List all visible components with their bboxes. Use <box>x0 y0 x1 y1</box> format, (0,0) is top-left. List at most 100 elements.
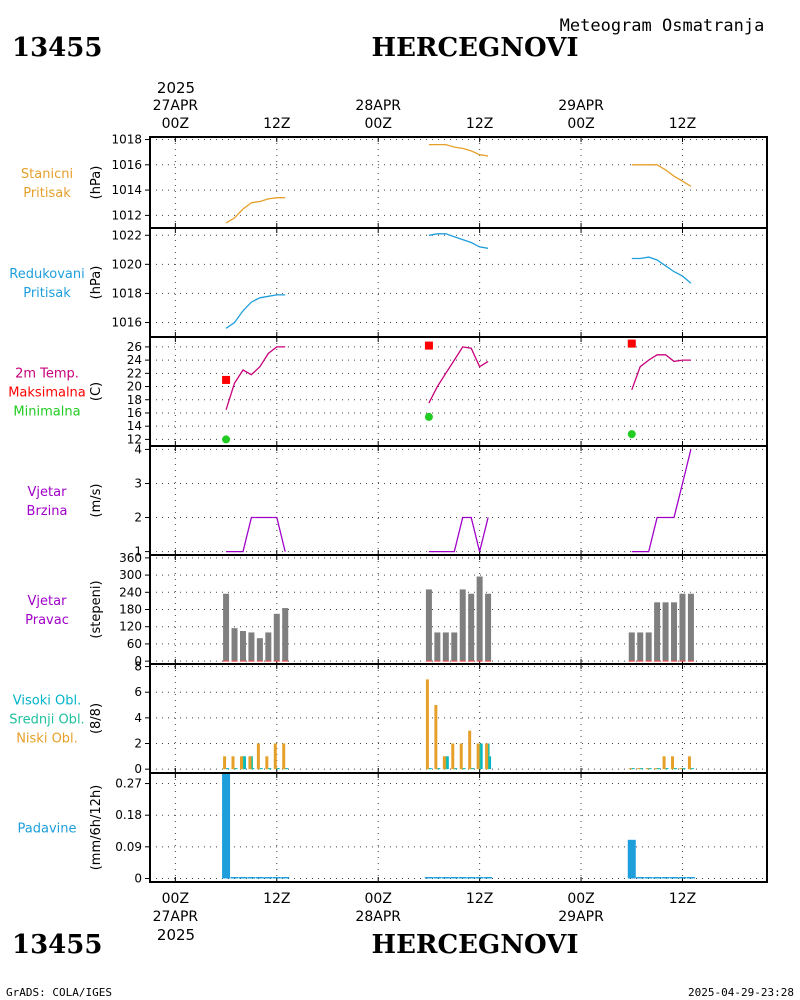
y-tick-label: 2 <box>134 737 142 751</box>
wind-dir-bar <box>434 632 441 662</box>
y-axis-label: (mm/6h/12h) <box>89 785 104 871</box>
y-tick-label: 300 <box>119 568 142 582</box>
wind-dir-bar <box>671 602 678 662</box>
precip-bar <box>238 876 247 879</box>
series-line <box>226 516 286 553</box>
cloud-bar <box>442 756 446 770</box>
wind-dir-bar <box>468 593 475 662</box>
top-time-label: 12Z <box>669 116 696 132</box>
panel-label: Pritisak <box>23 186 71 201</box>
cloud-bar <box>282 743 286 770</box>
y-tick-label: 20 <box>127 380 142 394</box>
wind-dir-bar <box>628 632 635 662</box>
top-time-label: 00Z <box>365 116 392 132</box>
precip-bar <box>484 876 493 879</box>
cloud-bar <box>687 756 691 770</box>
panel-label: Maksimalna <box>8 386 86 401</box>
cloud-bar <box>459 743 463 770</box>
y-tick-label: 1018 <box>111 133 142 147</box>
precip-bar <box>255 876 264 879</box>
precip-bar <box>686 876 695 879</box>
cloud-bar <box>679 768 683 770</box>
wind-dir-bar <box>654 602 661 662</box>
cloud-bar <box>637 768 641 770</box>
panel-wind-speed: 1 2 3 4 (m/s) Vjetar Brzina <box>27 442 768 559</box>
wind-dir-bar <box>451 632 458 662</box>
y-tick-label: 16 <box>127 406 142 420</box>
station-name-top: HERCEGNOVI <box>372 33 579 63</box>
bottom-time-label: 12Z <box>466 891 493 907</box>
cloud-bar <box>223 756 227 770</box>
series-line <box>428 143 489 157</box>
y-tick-label: 240 <box>119 585 142 599</box>
panel-clouds: 0 2 4 6 8 (8/8) Visoki Obl. Srednji Obl. Niski O… <box>9 660 768 776</box>
series-line <box>428 346 489 404</box>
wind-dir-bar <box>265 632 272 662</box>
panel-label: Visoki Obl. <box>13 694 81 709</box>
wind-dir-bar <box>459 589 466 662</box>
cloud-bar <box>476 743 480 770</box>
tmin-marker <box>627 430 636 439</box>
precip-bar <box>272 876 281 879</box>
series-line <box>631 256 692 284</box>
y-tick-label: 4 <box>134 442 142 456</box>
tmin-marker <box>424 412 433 421</box>
y-tick-label: 24 <box>127 353 142 367</box>
y-axis-label: (stepeni) <box>89 580 104 638</box>
y-tick-label: 8 <box>134 660 142 674</box>
wind-dir-bar <box>239 631 246 662</box>
y-tick-label: 0 <box>134 871 142 885</box>
wind-dir-bar <box>476 576 483 662</box>
year-bottom: 2025 <box>157 926 195 944</box>
y-tick-label: 180 <box>119 603 142 617</box>
panel-label: Redukovani <box>9 267 84 282</box>
y-tick-label: 26 <box>127 340 142 354</box>
precip-bar <box>433 876 442 879</box>
cloud-bar <box>273 743 277 770</box>
y-axis-label: (8/8) <box>89 703 104 734</box>
y-tick-label: 1016 <box>111 315 142 329</box>
y-tick-label: 18 <box>127 393 142 407</box>
station-name-bottom: HERCEGNOVI <box>372 930 579 960</box>
y-axis-label: (hPa) <box>89 166 104 200</box>
cloud-bar <box>662 756 666 770</box>
precip-bar <box>670 876 679 879</box>
y-tick-label: 60 <box>127 637 142 651</box>
wind-dir-bar <box>687 593 694 662</box>
wind-dir-bar <box>282 608 289 662</box>
wind-dir-bar <box>442 632 449 662</box>
wind-dir-bar <box>679 593 686 662</box>
panel-label: Pritisak <box>23 286 71 301</box>
precip-bar <box>661 876 670 879</box>
precip-bar <box>450 876 459 879</box>
y-tick-label: 1012 <box>111 208 142 222</box>
cloud-bar <box>265 756 269 770</box>
y-tick-label: 0.18 <box>115 808 142 822</box>
top-time-labels: 27APR 00Z 12Z 28APR 00Z 12Z 29APR 00Z 12Z <box>153 98 697 132</box>
panel-frame <box>149 445 768 556</box>
precip-bar <box>281 876 290 879</box>
wind-dir-bar <box>425 589 432 662</box>
bottom-time-label: 00Z <box>162 891 189 907</box>
top-time-label: 27APR <box>153 98 199 114</box>
y-tick-label: 14 <box>127 419 142 433</box>
y-tick-label: 1 <box>134 545 142 559</box>
y-tick-label: 1022 <box>111 228 142 242</box>
panel-frame <box>149 227 768 338</box>
precip-bar <box>653 876 662 879</box>
panel-label: Minimalna <box>13 405 80 420</box>
software-label: GrADS: COLA/IGES <box>6 986 112 999</box>
wind-dir-bar <box>248 632 255 662</box>
panel-precipitation: 0 0.09 0.18 0.27 (mm/6h/12h) Padavine <box>18 772 768 885</box>
cloud-bar <box>654 768 658 770</box>
cloud-bar <box>256 743 260 770</box>
series-line <box>428 516 489 553</box>
panel-label: Pravac <box>25 613 69 628</box>
top-time-label: 12Z <box>263 116 290 132</box>
subtitle: Meteogram Osmatranja <box>560 16 765 36</box>
bottom-time-labels: 00Z 27APR 12Z 00Z 28APR 12Z 00Z 29APR 12Z <box>153 891 697 925</box>
series-line <box>428 233 489 249</box>
precip-bar <box>264 876 273 879</box>
y-tick-label: 0.27 <box>115 777 142 791</box>
